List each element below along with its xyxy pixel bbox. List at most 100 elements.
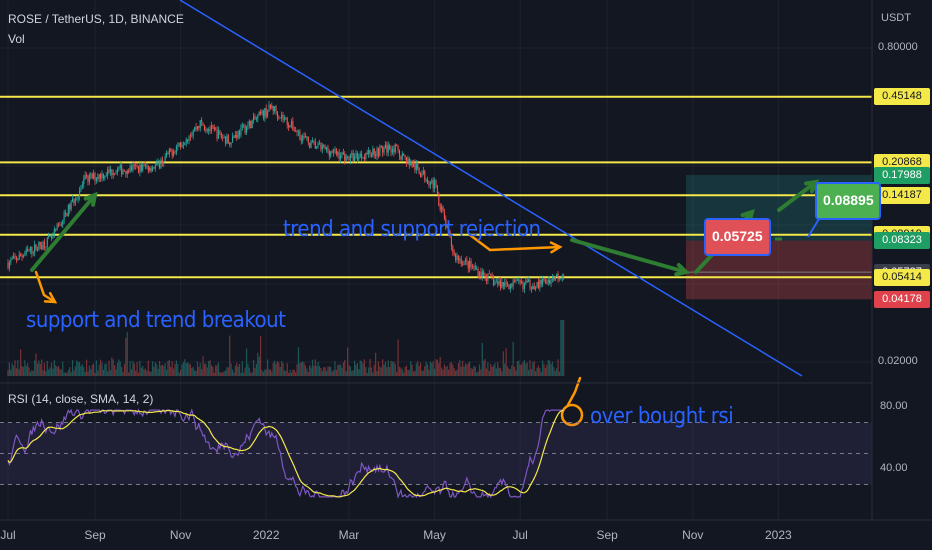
volume-bar [53, 360, 55, 376]
volume-bar [351, 370, 353, 376]
volume-bar [358, 369, 360, 376]
volume-bar [227, 367, 229, 376]
candle-body [419, 173, 422, 177]
volume-bar [175, 360, 177, 376]
volume-bar [512, 341, 514, 376]
volume-bar [90, 369, 92, 376]
volume-bar [172, 368, 175, 376]
volume-bar [537, 365, 540, 376]
candle-body [380, 146, 382, 148]
volume-bar [478, 364, 481, 376]
volume-bar [462, 360, 464, 376]
volume-bar [245, 348, 248, 376]
candle-body [351, 152, 353, 155]
volume-bar [488, 371, 490, 376]
volume-bar [144, 368, 147, 376]
candle-body [321, 145, 323, 150]
price-scale-label: 0.02000 [878, 355, 918, 367]
volume-bar [274, 360, 276, 376]
volume-bar [50, 362, 53, 376]
volume-bar [535, 371, 537, 376]
volume-bar [387, 360, 389, 376]
candle-body [22, 255, 24, 257]
volume-bar [231, 369, 234, 376]
annotation-support-breakout: support and trend breakout [26, 308, 286, 333]
volume-bar [490, 363, 492, 376]
volume-bar [206, 367, 208, 376]
target-price-tag[interactable]: 0.08895 [815, 182, 881, 220]
volume-bar [345, 371, 347, 376]
volume-bar [495, 368, 497, 376]
volume-bar [324, 367, 326, 376]
volume-bar [174, 364, 176, 376]
volume-bar [240, 372, 242, 376]
candle-body [554, 276, 556, 281]
volume-bar [424, 366, 426, 376]
candle-body [432, 180, 434, 189]
candle-body [222, 137, 224, 139]
volume-bar [422, 370, 424, 376]
candle-body [164, 155, 166, 162]
volume-bar [481, 342, 483, 376]
volume-bar [403, 372, 405, 376]
price-tag: 0.17988 [874, 166, 930, 184]
candle-body [393, 148, 395, 153]
volume-bar [73, 370, 75, 376]
volume-bar [192, 366, 194, 376]
volume-bar [325, 370, 328, 376]
candle-body [526, 280, 528, 282]
candle-body [18, 254, 20, 260]
volume-bar [522, 362, 524, 376]
candle-body [363, 157, 365, 160]
volume-bar [212, 366, 214, 376]
entry-price-tag[interactable]: 0.05725 [704, 218, 771, 256]
volume-bar [198, 366, 200, 376]
candle-body [457, 255, 459, 261]
volume-bar [140, 367, 142, 376]
volume-bar [561, 320, 563, 376]
volume-bar [417, 361, 419, 376]
candle-body [508, 284, 510, 290]
candle-body [505, 282, 507, 284]
volume-bar [544, 368, 547, 376]
candle-body [66, 213, 68, 217]
candle-body [494, 281, 496, 285]
volume-bar [18, 369, 20, 376]
volume-bar [42, 370, 44, 376]
candle-body [253, 116, 255, 121]
volume-bar [547, 360, 549, 376]
volume-bar [498, 367, 500, 376]
candle-body [530, 287, 532, 289]
volume-bar [100, 359, 102, 376]
volume-bar [265, 369, 267, 376]
volume-bar [368, 367, 370, 376]
candle-body [467, 261, 469, 269]
volume-bar [123, 364, 126, 376]
volume-bar [349, 366, 351, 376]
volume-bar [400, 367, 402, 376]
price-tag: 0.05414 [874, 268, 930, 286]
volume-bar [497, 362, 499, 376]
candle-body [473, 266, 475, 268]
candle-body [317, 143, 319, 147]
candle-body [27, 249, 29, 251]
candle-body [203, 125, 206, 130]
candle-body [379, 146, 381, 156]
volume-bar [119, 361, 121, 376]
time-axis-label: 2022 [252, 528, 280, 542]
support-orange-arrow-head [43, 291, 58, 304]
volume-bar [118, 359, 120, 376]
candle-body [448, 225, 450, 232]
volume-bar [487, 362, 489, 376]
volume-bar [237, 366, 239, 376]
candle-body [446, 225, 448, 228]
volume-bar [306, 368, 308, 376]
candle-body [523, 283, 525, 289]
volume-bar [506, 366, 509, 376]
candle-body [366, 152, 368, 154]
candle-body [537, 281, 539, 288]
time-axis-label: Mar [338, 528, 360, 542]
volume-bar [525, 363, 527, 376]
volume-bar [551, 361, 554, 376]
